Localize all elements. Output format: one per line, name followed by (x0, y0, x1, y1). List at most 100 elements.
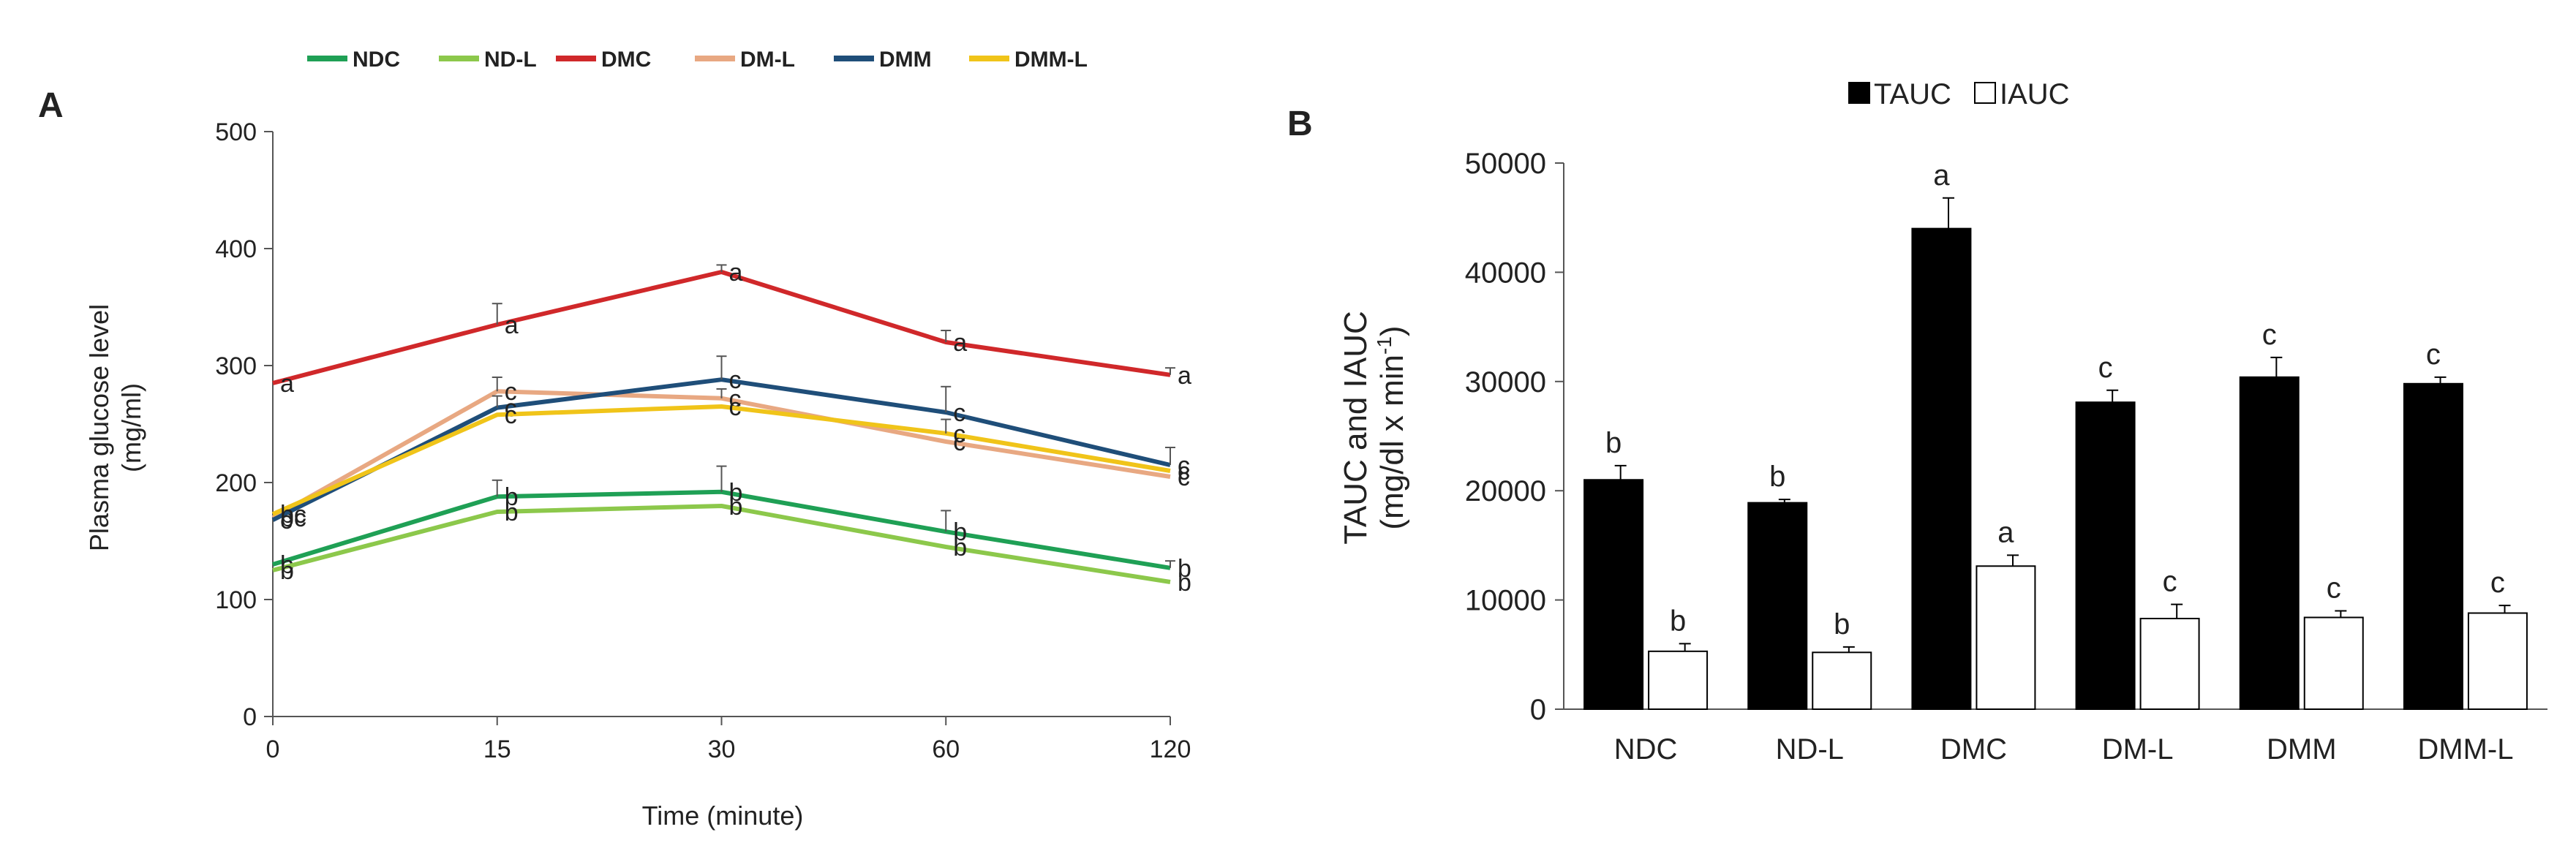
legend-label-dmm: DMM (879, 48, 932, 72)
panel-a-y-tick-label: 100 (215, 586, 257, 614)
bar-tauc (1747, 502, 1808, 710)
significance-label-nd-l: b (729, 493, 743, 521)
panel-a-y-tick-label: 0 (243, 703, 257, 731)
panel-a-y-axis-title-line-1: Plasma glucose level (84, 304, 114, 551)
significance-label-dmm: c (1178, 452, 1190, 480)
legend-label-tauc: TAUC (1874, 78, 1951, 110)
significance-label-dm-l: c (505, 378, 517, 406)
significance-label-dmc: a (953, 329, 967, 357)
legend-label-dmm-l: DMM-L (1014, 48, 1088, 72)
panel-b-y-axis-title-line-1: TAUC and IAUC (1338, 311, 1374, 545)
panel-a-y-tick-label: 400 (215, 235, 257, 263)
panel-a-legend: NDC ND-L DMC DM-L DMM DMM-L (307, 48, 1088, 72)
panel-b-label: B (1287, 105, 1313, 143)
legend-label-dmc: DMC (601, 48, 651, 72)
significance-label-ndc: b (505, 483, 519, 511)
significance-label-tauc: c (2426, 339, 2441, 371)
significance-label-dmm-l: c (729, 393, 742, 421)
panel-b-x-tick-label: ND-L (1776, 733, 1844, 765)
significance-label-ndc: b (729, 479, 743, 507)
significance-label-nd-l: b (953, 534, 967, 562)
panel-a-y-axis-title-line-2: (mg/ml) (116, 383, 146, 472)
bar-iauc (2139, 617, 2200, 710)
significance-label-tauc: c (2098, 352, 2113, 384)
significance-label-tauc: b (1605, 427, 1622, 459)
significance-label-iauc: c (2327, 572, 2341, 605)
bar-tauc (2403, 382, 2463, 711)
panel-b-y-tick-label: 0 (1530, 694, 1546, 726)
legend-label-dm-l: DM-L (740, 48, 795, 72)
bar-iauc (1648, 650, 1709, 710)
significance-label-dmm-l: c (1178, 458, 1190, 485)
series-line-ndc (272, 489, 1171, 570)
bar-tauc (2075, 401, 2136, 710)
panel-a-y-tick-label: 500 (215, 118, 257, 146)
significance-label-iauc: c (2163, 566, 2177, 598)
significance-label-iauc: a (1997, 516, 2014, 548)
significance-label-dmm: c (729, 366, 742, 394)
panel-b-y-axis-title-line-2: (mg/dl x min-1) (1373, 325, 1410, 529)
significance-label-dmm: c (953, 399, 965, 427)
significance-label-dmm-l: c (953, 420, 965, 448)
significance-label-tauc: b (1769, 461, 1785, 493)
panel-a-x-tick-label: 15 (483, 736, 511, 763)
panel-a-x-tick-label: 0 (266, 736, 280, 763)
bar-iauc (1976, 565, 2036, 711)
significance-label-dmm-l: bc (280, 501, 306, 529)
panel-b-x-tick-label: DMC (1940, 733, 2007, 765)
panel-b-y-tick-label: 30000 (1465, 366, 1546, 398)
panel-b-y-tick-label: 10000 (1465, 585, 1546, 617)
panel-b-x-tick-label: DMM (2267, 733, 2337, 765)
panel-a-y-tick-label: 200 (215, 469, 257, 497)
panel-b-bar-chart: B TAUC IAUC 0 10000 20000 30000 40000 50000 NDC… (1287, 78, 2547, 765)
significance-label-nd-l: b (1178, 569, 1191, 597)
panel-b-y-tick-label: 20000 (1465, 475, 1546, 507)
significance-label-tauc: a (1933, 159, 1950, 192)
legend-swatch-iauc (1974, 82, 1996, 104)
panel-b-x-tick-label: DM-L (2102, 733, 2174, 765)
significance-label-dmm-l: c (505, 401, 517, 429)
panel-a-label: A (38, 86, 64, 125)
significance-label-dmc: a (1178, 362, 1191, 390)
significance-label-iauc: b (1834, 608, 1850, 640)
panel-a-x-tick-label: 120 (1150, 736, 1191, 763)
legend-swatch-tauc (1848, 82, 1870, 104)
y-unit-superscript: -1 (1373, 336, 1396, 355)
significance-label-dmm: c (280, 507, 293, 534)
panel-a-line-chart: A NDC ND-L DMC DM-L DMM DMM-L 010020030040050… (38, 48, 1191, 831)
panel-a-x-tick-label: 30 (708, 736, 736, 763)
panel-a-x-tick-label: 60 (932, 736, 960, 763)
significance-label-dmc: a (280, 370, 294, 398)
series-line-nd-l (272, 504, 1171, 584)
bar-tauc (2239, 376, 2300, 710)
bar-tauc (1583, 479, 1644, 710)
panel-b-axes: 0 10000 20000 30000 40000 50000 NDC ND-L DMC DM-L… (1465, 148, 2547, 765)
panel-b-y-tick-label: 40000 (1465, 257, 1546, 289)
y-unit-close: ) (1374, 325, 1410, 336)
significance-label-dmc: a (505, 311, 519, 339)
significance-label-dm-l: c (1178, 464, 1190, 491)
significance-label-nd-l: b (280, 557, 294, 585)
panel-b-x-tick-label: NDC (1614, 733, 1678, 765)
panel-b-legend: TAUC IAUC (1848, 78, 2070, 110)
bar-iauc (1812, 651, 1872, 711)
series-line-dmm-l (271, 404, 1171, 516)
bar-iauc (2303, 616, 2364, 711)
bar-tauc (1911, 227, 1972, 710)
panel-a-axes: 0 100 200 300 400 500 0 15 30 60 120 (215, 118, 1191, 763)
panel-a-x-axis-title: Time (minute) (642, 801, 804, 831)
panel-b-x-tick-label: DMM-L (2417, 733, 2513, 765)
legend-label-nd-l: ND-L (484, 48, 537, 72)
significance-label-nd-l: b (505, 499, 519, 526)
legend-label-ndc: NDC (353, 48, 400, 72)
significance-label-ndc: b (953, 518, 967, 546)
legend-label-iauc: IAUC (2000, 78, 2070, 110)
panel-a-y-tick-label: 300 (215, 352, 257, 380)
bar-iauc (2467, 612, 2528, 711)
significance-label-ndc: b (1178, 555, 1191, 583)
panel-b-bars: b b a c c c b b a c c c (1583, 159, 2528, 711)
y-unit-text: (mg/dl x min (1374, 355, 1410, 530)
significance-label-tauc: c (2262, 319, 2277, 351)
